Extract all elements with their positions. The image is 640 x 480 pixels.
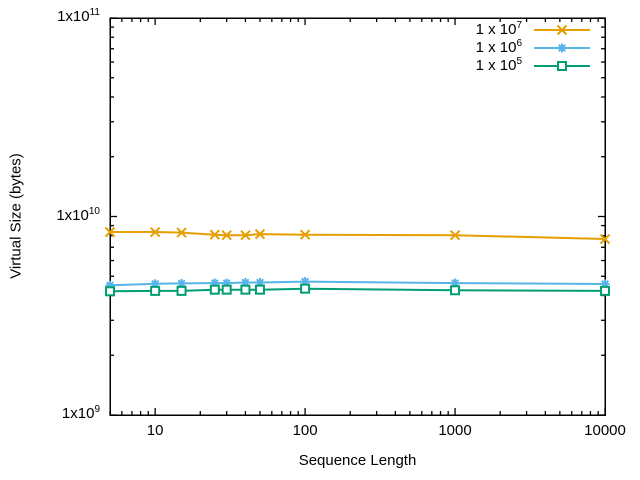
y-tick-label: 1x1010	[56, 205, 100, 224]
asterisk-marker-icon	[557, 43, 567, 53]
open-square-marker-icon	[557, 61, 567, 71]
open-square-marker-icon	[254, 284, 265, 295]
cross-marker-icon	[299, 229, 311, 240]
x-tick-label: 100	[292, 422, 318, 439]
cross-marker-icon	[254, 228, 266, 240]
y-tick-label: 1x109	[61, 404, 100, 423]
legend-sample	[534, 24, 590, 36]
legend-sample	[534, 61, 590, 71]
open-square-marker-icon	[150, 285, 161, 296]
legend-entry-6: 1 x 106	[440, 39, 592, 57]
legend-entry-7: 1 x 107	[440, 21, 592, 39]
open-square-marker-icon	[450, 285, 461, 296]
open-square-marker-icon	[221, 284, 232, 295]
cross-marker-icon	[240, 229, 251, 241]
open-square-marker-icon	[300, 283, 311, 294]
cross-marker-icon	[176, 227, 187, 238]
x-axis-title: Sequence Length	[298, 452, 417, 469]
legend-sample	[534, 43, 590, 53]
legend-entry-5: 1 x 105	[440, 57, 592, 75]
cross-marker-icon	[104, 226, 116, 238]
cross-marker-icon	[209, 229, 221, 240]
y-tick-label: 1x1011	[57, 7, 100, 26]
series-line-1	[109, 280, 606, 287]
series-line-2	[109, 287, 606, 293]
cross-marker-icon	[449, 229, 461, 241]
open-square-marker-icon	[176, 285, 187, 296]
x-tick-label: 10	[146, 422, 164, 439]
x-tick-label: 1000	[438, 422, 472, 439]
x-tick-label: 10000	[584, 422, 626, 439]
open-square-marker-icon	[240, 284, 251, 295]
cross-marker-icon	[599, 233, 611, 245]
cross-marker-icon	[221, 229, 232, 241]
cross-marker-icon	[149, 226, 161, 238]
legend-label: 1 x 107	[475, 20, 522, 39]
open-square-marker-icon	[600, 285, 610, 296]
legend-label: 1 x 106	[475, 38, 522, 57]
series-line-0	[110, 231, 606, 240]
cross-marker-icon	[556, 24, 568, 36]
legend: 1 x 107 1 x 106 1 x 105	[440, 21, 592, 75]
open-square-marker-icon	[105, 286, 115, 297]
legend-label: 1 x 105	[475, 56, 522, 75]
plot-border	[109, 17, 606, 416]
open-square-marker-icon	[209, 284, 220, 295]
